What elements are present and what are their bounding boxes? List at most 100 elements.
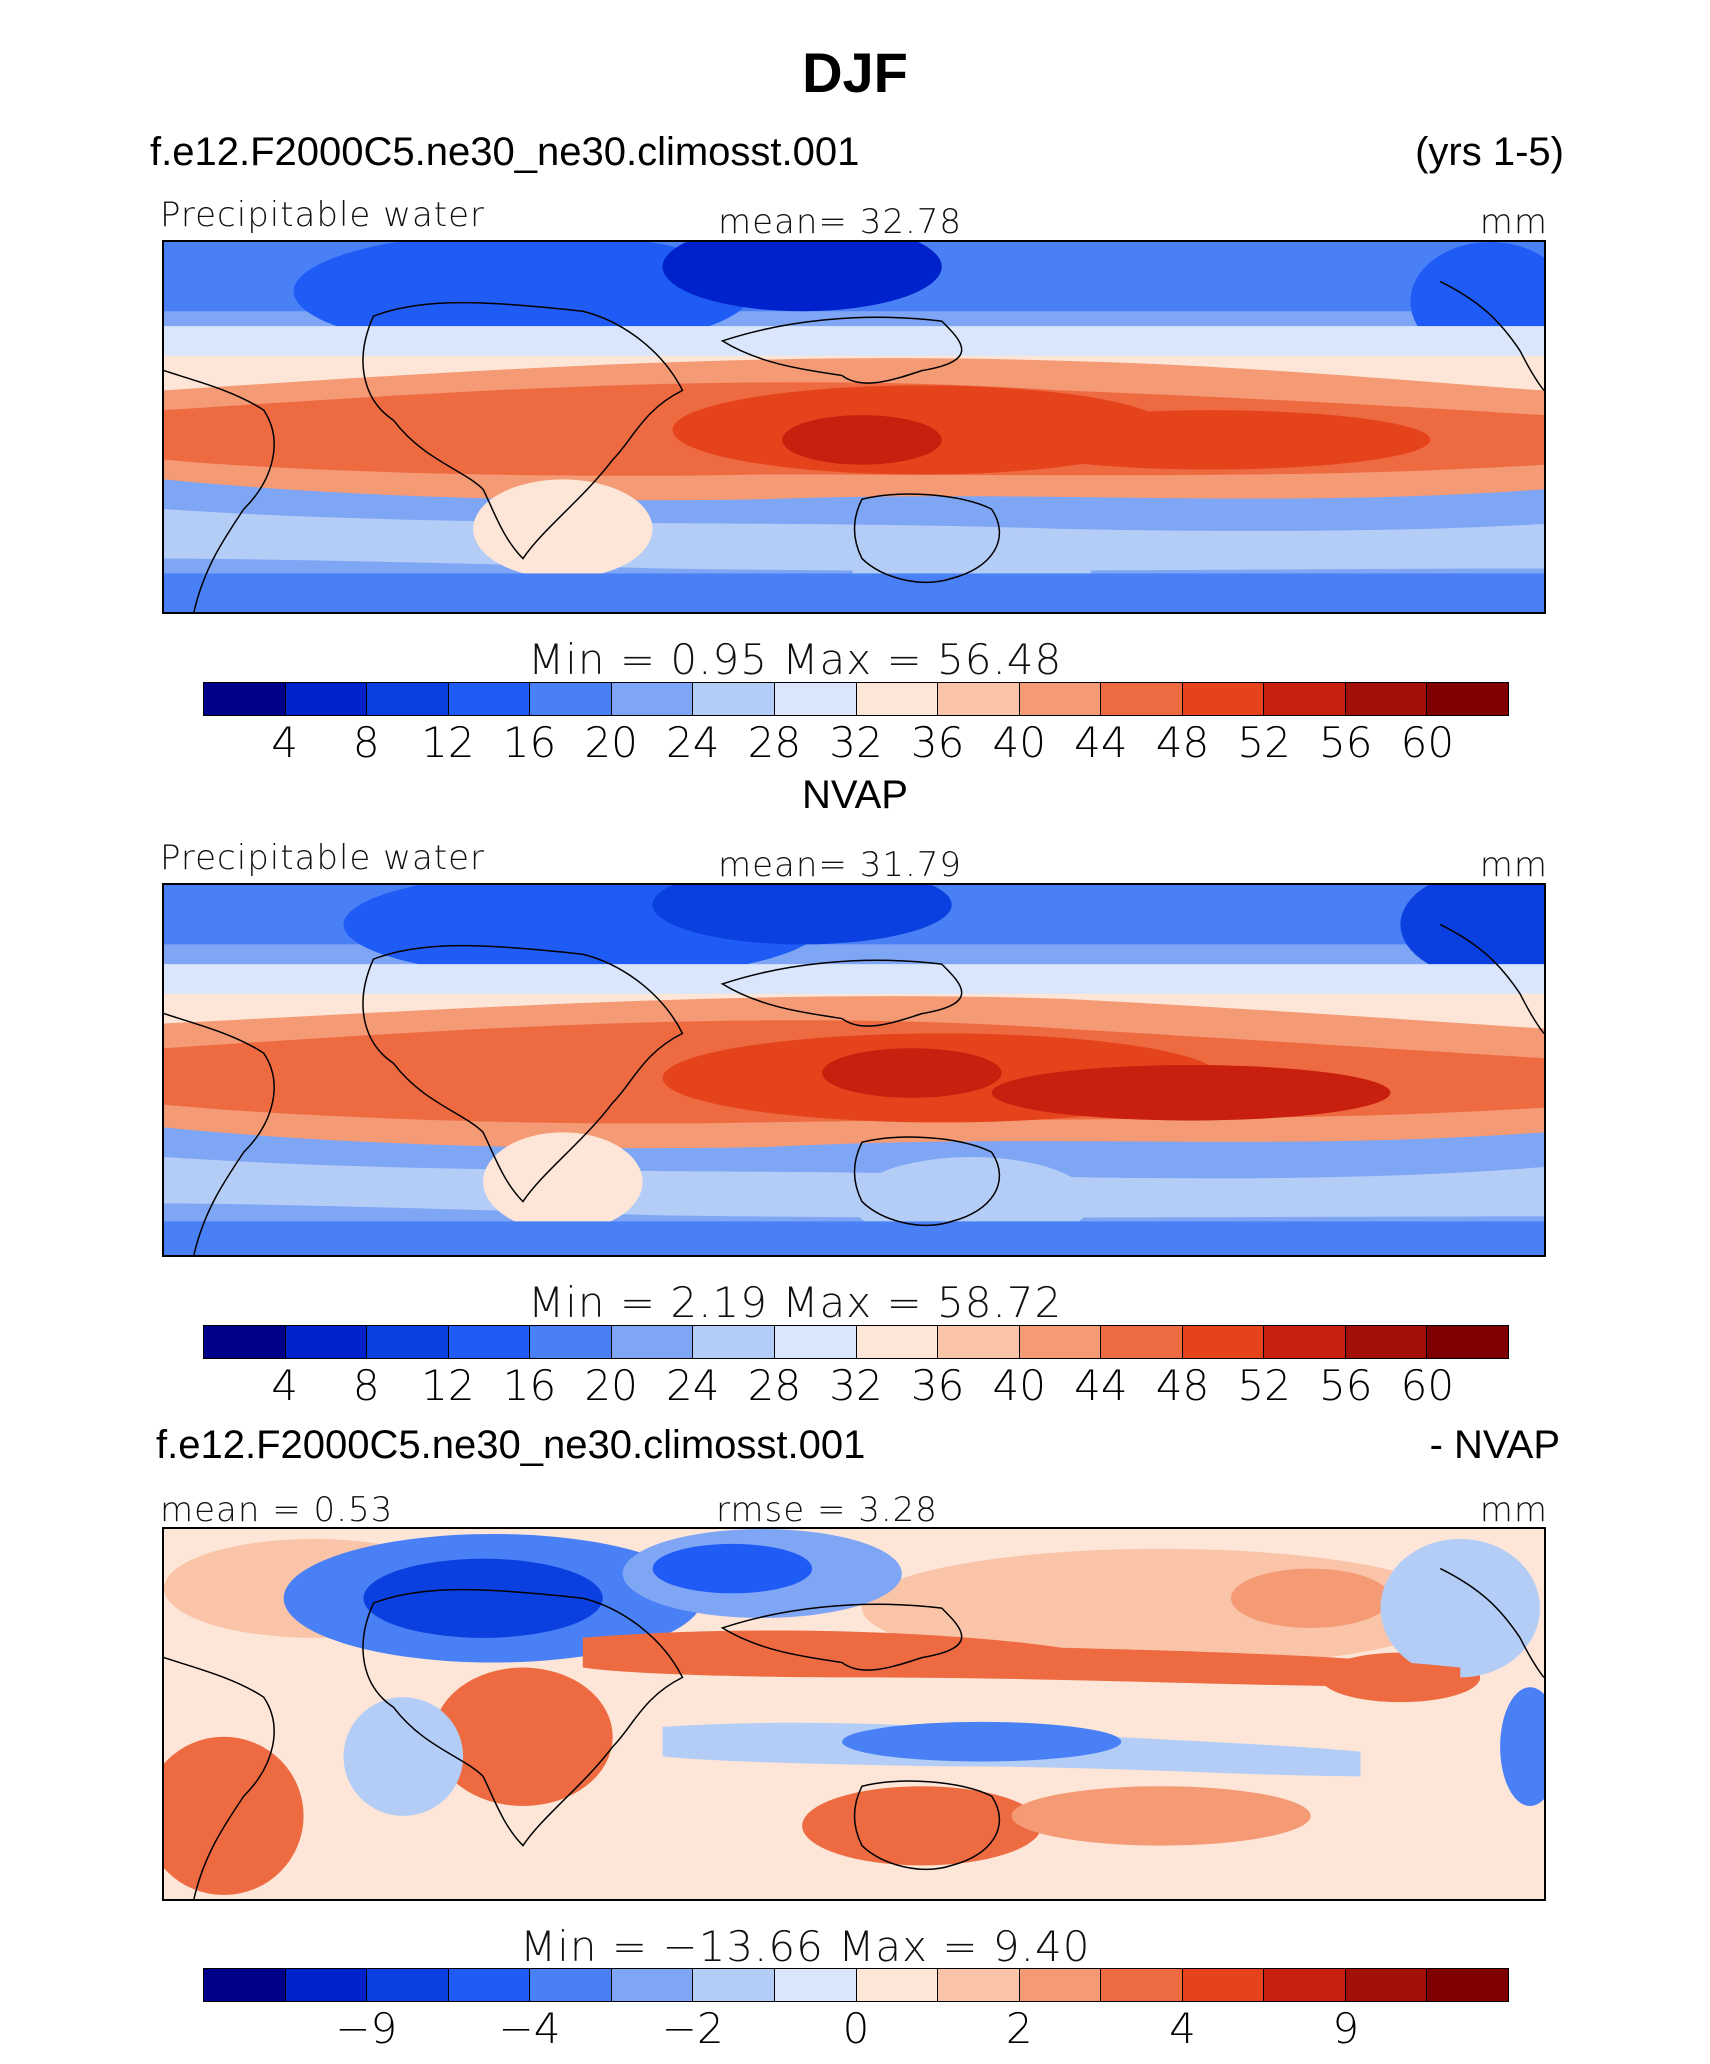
colorbar-tick-label: 32	[829, 1361, 883, 1410]
colorbar-swatch	[1182, 1969, 1265, 2001]
colorbar-tick-label: 48	[1155, 718, 1210, 767]
colorbar-tick-label: 52	[1237, 1361, 1291, 1410]
panel3-case-name: f.e12.F2000C5.ne30_ne30.climosst.001	[156, 1423, 866, 1467]
colorbar-swatch	[1427, 683, 1508, 715]
colorbar-swatch	[938, 1326, 1020, 1358]
colorbar-swatch	[530, 1326, 612, 1358]
colorbar-swatch	[448, 1969, 531, 2001]
colorbar-tick-label: 12	[421, 718, 475, 767]
colorbar-tick-label: 24	[666, 718, 720, 767]
colorbar-tick-label: 8	[352, 1361, 380, 1410]
panel3-mean-label: mean = 0.53	[160, 1490, 394, 1530]
colorbar-swatch	[1101, 1969, 1183, 2001]
colorbar-tick-label: 48	[1155, 1361, 1210, 1410]
colorbar-tick-label: 4	[1169, 2004, 1196, 2053]
colorbar-swatch	[1182, 683, 1265, 715]
panel3-colorbar	[203, 1968, 1509, 2002]
colorbar-swatch	[774, 1969, 857, 2001]
colorbar-swatch	[856, 1326, 939, 1358]
colorbar-swatch	[611, 1326, 694, 1358]
colorbar-swatch	[367, 1969, 449, 2001]
colorbar-swatch	[693, 1326, 775, 1358]
colorbar-tick-label: 4	[271, 718, 298, 767]
colorbar-swatch	[367, 683, 449, 715]
colorbar-swatch	[1019, 1326, 1102, 1358]
colorbar-swatch	[530, 683, 612, 715]
colorbar-swatch	[1182, 1326, 1265, 1358]
colorbar-tick-label: 40	[992, 1361, 1046, 1410]
colorbar-swatch	[938, 683, 1020, 715]
colorbar-swatch	[530, 1969, 612, 2001]
panel1-colorbar	[203, 682, 1509, 716]
colorbar-swatch	[611, 683, 694, 715]
panel2-title: NVAP	[802, 773, 908, 817]
colorbar-swatch	[1264, 683, 1346, 715]
panel1-mean-label: mean= 32.78	[718, 202, 963, 242]
colorbar-tick-label: 60	[1400, 1361, 1455, 1410]
colorbar-tick-label: 12	[421, 1361, 475, 1410]
panel1-variable-label: Precipitable water	[160, 195, 486, 235]
colorbar-tick-label: 52	[1237, 718, 1291, 767]
panel3-minmax: Min = −13.66 Max = 9.40	[520, 1922, 1091, 1971]
colorbar-tick-label: 16	[502, 718, 557, 767]
colorbar-swatch	[1264, 1969, 1346, 2001]
page-title: DJF	[802, 41, 908, 104]
colorbar-swatch	[1345, 683, 1428, 715]
panel3-rmse-label: rmse = 3.28	[716, 1490, 938, 1530]
colorbar-swatch	[1019, 1969, 1102, 2001]
colorbar-swatch	[774, 1326, 857, 1358]
panel2-map-field	[164, 885, 1544, 1255]
colorbar-tick-label: 0	[842, 2004, 870, 2053]
panel3-map-field	[164, 1529, 1544, 1899]
colorbar-swatch	[1019, 683, 1102, 715]
colorbar-tick-label: 28	[747, 718, 802, 767]
colorbar-swatch	[1345, 1969, 1428, 2001]
colorbar-tick-label: 16	[502, 1361, 557, 1410]
panel1-years: (yrs 1-5)	[1415, 130, 1564, 174]
colorbar-swatch	[1264, 1326, 1346, 1358]
colorbar-swatch	[448, 683, 531, 715]
colorbar-swatch	[1345, 1326, 1428, 1358]
colorbar-swatch	[1101, 1326, 1183, 1358]
panel2-variable-label: Precipitable water	[160, 838, 486, 878]
colorbar-swatch	[204, 1969, 286, 2001]
panel2-mean-label: mean= 31.79	[718, 845, 963, 885]
panel1-units: mm	[1479, 202, 1548, 242]
colorbar-swatch	[204, 683, 286, 715]
colorbar-swatch	[285, 683, 368, 715]
colorbar-swatch	[204, 1326, 286, 1358]
colorbar-tick-label: 20	[584, 1361, 638, 1410]
colorbar-tick-label: 36	[910, 718, 965, 767]
panel2-map	[162, 883, 1546, 1257]
panel1-map-field	[164, 242, 1544, 612]
colorbar-tick-label: 56	[1319, 1361, 1373, 1410]
colorbar-swatch	[448, 1326, 531, 1358]
colorbar-swatch	[367, 1326, 449, 1358]
panel2-colorbar	[203, 1325, 1509, 1359]
panel2-units: mm	[1479, 845, 1548, 885]
colorbar-swatch	[285, 1326, 368, 1358]
colorbar-tick-label: −2	[661, 2004, 724, 2053]
colorbar-tick-label: 4	[271, 1361, 298, 1410]
colorbar-tick-label: 40	[992, 718, 1046, 767]
colorbar-tick-label: 44	[1074, 718, 1128, 767]
colorbar-tick-label: 44	[1074, 1361, 1128, 1410]
panel1-map	[162, 240, 1546, 614]
panel3-minus-obs: - NVAP	[1429, 1423, 1560, 1467]
panel3-map	[162, 1527, 1546, 1901]
colorbar-tick-label: 20	[584, 718, 638, 767]
colorbar-swatch	[693, 683, 775, 715]
colorbar-swatch	[774, 683, 857, 715]
colorbar-tick-label: 24	[666, 1361, 720, 1410]
colorbar-tick-label: 2	[1005, 2004, 1033, 2053]
colorbar-swatch	[1427, 1969, 1508, 2001]
colorbar-swatch	[856, 1969, 939, 2001]
colorbar-tick-label: 56	[1319, 718, 1373, 767]
colorbar-swatch	[693, 1969, 775, 2001]
colorbar-swatch	[611, 1969, 694, 2001]
panel1-case-name: f.e12.F2000C5.ne30_ne30.climosst.001	[150, 130, 860, 174]
panel2-minmax: Min = 2.19 Max = 58.72	[528, 1278, 1063, 1327]
panel3-units: mm	[1479, 1490, 1548, 1530]
colorbar-tick-label: −4	[498, 2004, 561, 2053]
colorbar-tick-label: −9	[335, 2004, 398, 2053]
